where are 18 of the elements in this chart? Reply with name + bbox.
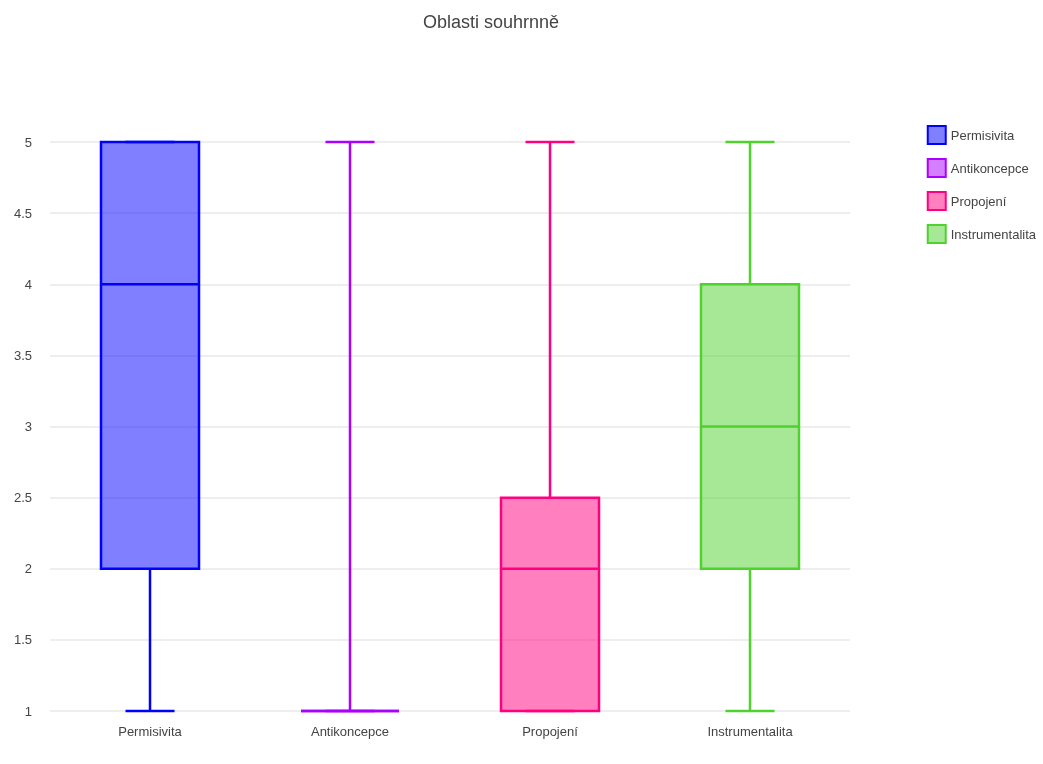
x-tick-label: Permisivita [118,724,183,739]
y-tick-label: 3 [24,419,32,434]
x-tick-label: Instrumentalita [707,724,794,739]
legend-label: Permisivita [950,127,1016,143]
x-tick-label: Antikoncepce [310,724,390,739]
y-tick-label: 1 [24,703,32,719]
y-tick-label: 5 [24,134,32,150]
y-tick-label: 3.5 [13,347,32,363]
legend-label: Instrumentalita [950,226,1037,242]
y-tick-label: 2.5 [13,490,32,506]
legend-label: Propojení [950,193,1007,209]
chart-title: Oblasti souhrnně [422,12,560,32]
y-tick-label: 4 [24,276,32,292]
y-tick-label: 1.5 [13,632,32,648]
legend-label: Antikoncepce [950,160,1029,176]
x-tick-label: Propojení [522,724,579,739]
y-tick-label: 2 [24,561,32,577]
y-tick-label: 4.5 [13,205,32,221]
